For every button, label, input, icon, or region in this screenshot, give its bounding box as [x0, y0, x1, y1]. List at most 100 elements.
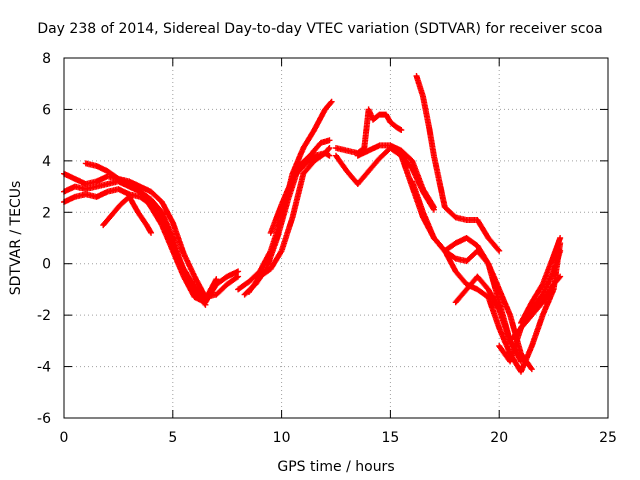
x-tick-label: 10: [273, 430, 291, 446]
data-point: [400, 129, 402, 131]
data-point: [553, 283, 555, 285]
data-point: [324, 108, 326, 111]
data-point: [313, 129, 315, 131]
data-point: [487, 237, 489, 239]
data-point: [498, 345, 500, 347]
data-point: [476, 288, 479, 291]
data-point: [422, 216, 424, 219]
data-point: [215, 278, 217, 280]
data-point: [328, 155, 331, 157]
series-track-5: [100, 193, 155, 236]
series-track-8: [246, 145, 333, 295]
chart-title: Day 238 of 2014, Sidereal Day-to-day VTE…: [37, 21, 602, 37]
data-point: [106, 170, 109, 172]
data-point: [85, 183, 87, 185]
data-point: [455, 242, 457, 244]
data-point: [433, 206, 435, 208]
data-point: [150, 198, 152, 201]
data-point: [320, 142, 322, 144]
data-point: [531, 309, 533, 311]
data-point: [291, 216, 294, 219]
data-point: [139, 185, 141, 188]
series-markers: [61, 186, 220, 303]
data-point: [106, 175, 109, 177]
data-point: [237, 275, 239, 278]
data-point: [291, 178, 294, 180]
data-point: [531, 314, 533, 316]
data-point: [74, 196, 76, 198]
data-point: [498, 301, 500, 303]
data-point: [291, 173, 294, 175]
data-point: [378, 157, 381, 159]
data-point: [150, 232, 152, 234]
x-tick-label: 25: [599, 430, 617, 446]
series-track-12: [354, 142, 437, 211]
data-point: [378, 144, 381, 147]
series-track-9: [267, 150, 333, 236]
x-tick-label: 0: [60, 430, 69, 446]
data-point: [363, 147, 365, 149]
data-point: [106, 183, 109, 185]
data-point: [509, 314, 511, 316]
data-point: [226, 275, 228, 278]
data-point: [411, 185, 413, 188]
data-point: [150, 191, 152, 193]
data-point: [444, 250, 446, 252]
data-point: [335, 147, 337, 149]
data-point: [553, 255, 555, 257]
series-track-18: [496, 273, 564, 365]
data-point: [411, 160, 413, 162]
data-point: [559, 250, 561, 252]
data-point: [465, 288, 468, 291]
data-point: [498, 250, 500, 252]
data-point: [111, 214, 113, 216]
data-point: [259, 275, 261, 278]
y-tick-label: 0: [42, 257, 51, 273]
data-point: [520, 322, 522, 324]
data-point: [476, 219, 479, 221]
data-point: [270, 268, 272, 270]
y-tick-label: 8: [42, 51, 51, 67]
data-point: [487, 296, 489, 298]
data-point: [309, 155, 311, 157]
x-tick-label: 5: [168, 430, 177, 446]
data-point: [396, 126, 398, 129]
data-point: [498, 327, 500, 329]
y-tick-label: 4: [42, 154, 51, 170]
data-point: [444, 206, 446, 208]
data-point: [139, 196, 141, 198]
data-point: [487, 288, 489, 291]
data-point: [385, 113, 387, 116]
data-point: [193, 296, 196, 298]
data-point: [139, 191, 141, 193]
y-tick-label: 2: [42, 205, 51, 221]
data-point: [128, 196, 130, 198]
data-point: [422, 188, 424, 190]
data-point: [331, 101, 333, 103]
data-point: [531, 301, 533, 303]
data-point: [400, 149, 402, 152]
data-point: [74, 178, 76, 180]
data-point: [378, 113, 381, 116]
data-point: [328, 147, 331, 149]
data-point: [281, 203, 283, 206]
data-point: [287, 198, 289, 201]
data-point: [96, 165, 98, 167]
series-track-3: [61, 186, 220, 303]
data-point: [85, 162, 87, 165]
data-point: [476, 275, 479, 278]
data-point: [498, 288, 500, 291]
data-point: [346, 149, 348, 152]
data-point: [270, 232, 272, 234]
data-point: [259, 270, 261, 273]
data-point: [106, 191, 109, 193]
series-track-10: [333, 106, 405, 157]
data-point: [368, 108, 370, 111]
data-point: [498, 309, 500, 311]
data-point: [465, 260, 468, 262]
data-point: [172, 221, 174, 224]
data-point: [150, 203, 152, 206]
series-track-4: [82, 160, 242, 301]
x-tick-label: 15: [381, 430, 399, 446]
